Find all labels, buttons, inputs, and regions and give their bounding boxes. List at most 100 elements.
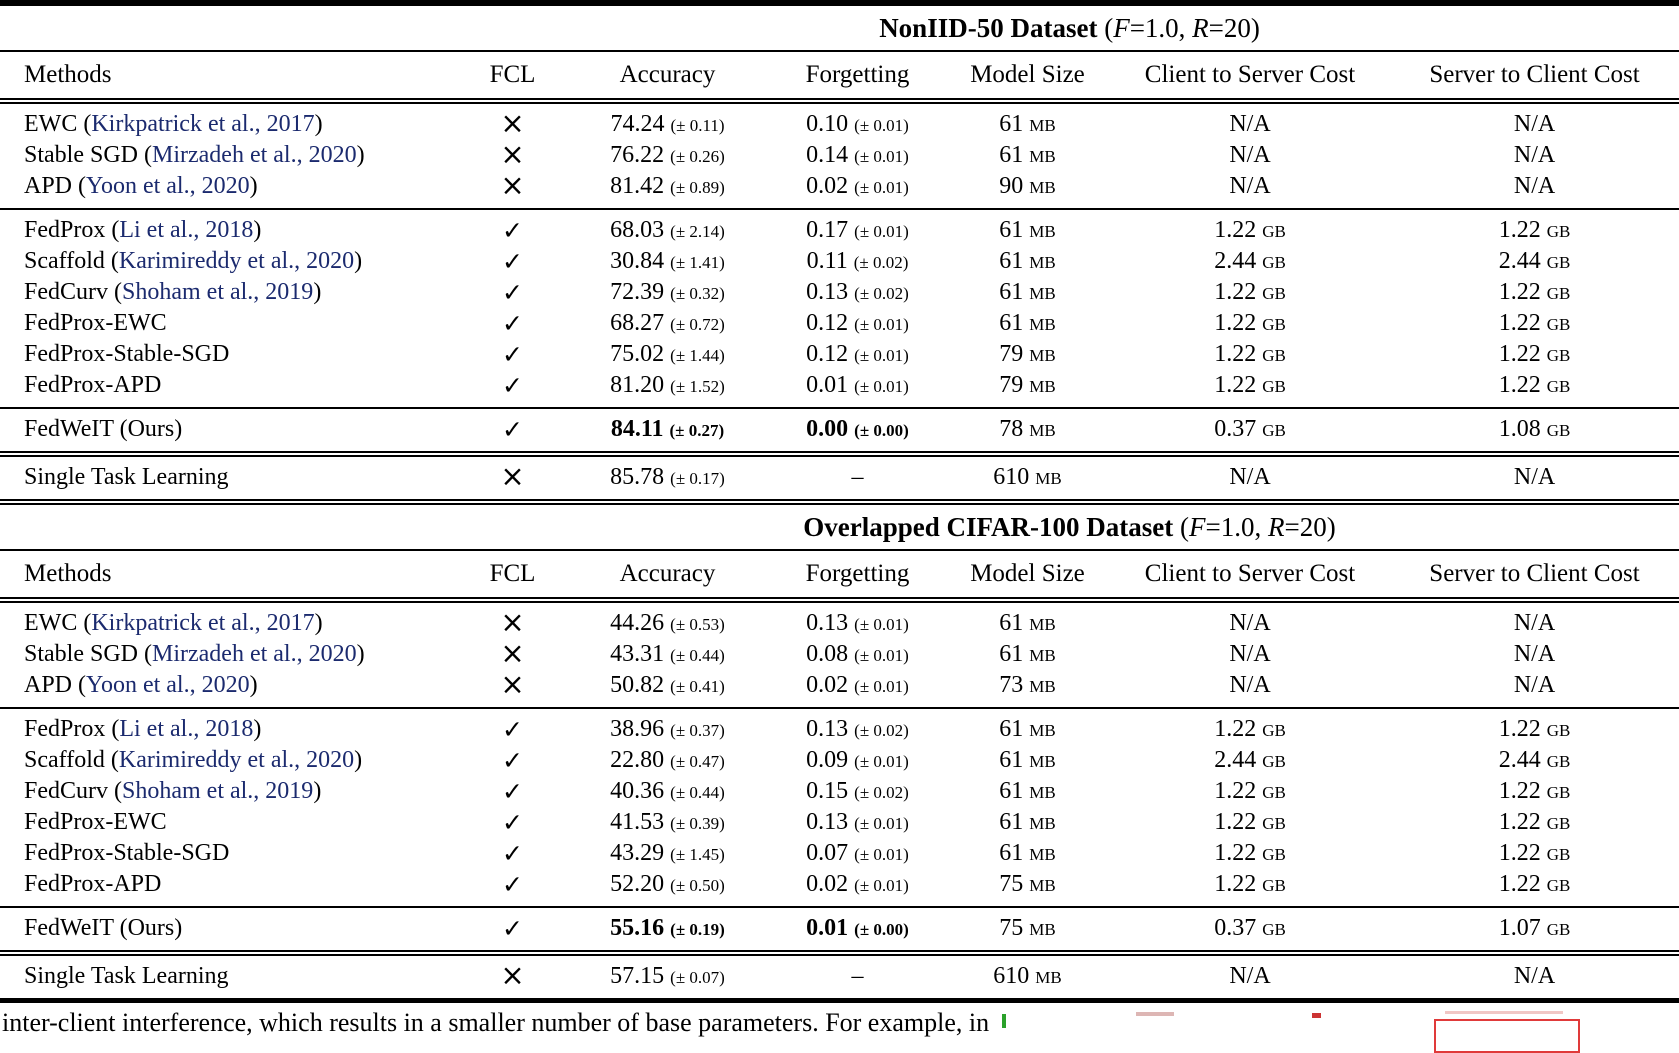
cell-server-to-client-cost: 1.07 GB [1390,907,1679,956]
citation-link[interactable]: Yoon et al., 2020 [86,173,250,199]
cell-server-to-client-cost: N/A [1390,670,1679,709]
cell-server-to-client-cost: 1.22 GB [1390,708,1679,745]
unit-label: GB [1262,876,1286,895]
cell-model-size: 61 MB [945,639,1110,670]
cell-server-to-client-cost: N/A [1390,454,1679,505]
metric-value: 81.42 [610,173,665,199]
unit-label: GB [1546,920,1571,939]
cell-fcl: × [460,101,565,140]
value: 0.37 [1214,915,1257,941]
value: N/A [1513,464,1556,490]
cross-icon: × [500,958,525,992]
citation-link[interactable]: Kirkpatrick et al., 2017 [91,111,315,137]
check-icon: ✓ [502,869,523,899]
unit-label: MB [1029,284,1056,303]
citation-link[interactable]: Shoham et al., 2019 [122,279,314,305]
cell-client-to-server-cost: 1.22 GB [1110,308,1390,339]
citation-link[interactable]: Li et al., 2018 [119,217,254,243]
cell-forgetting: 0.10 (± 0.01) [770,101,945,140]
cell-forgetting: – [770,953,945,1003]
title-spacer [0,3,460,52]
cross-icon: × [500,667,525,701]
metric-value: 0.02 [806,672,849,698]
cell-fcl: × [460,600,565,639]
value: N/A [1229,641,1271,667]
metric-value: 0.02 [806,173,849,199]
cell-client-to-server-cost: N/A [1110,140,1390,171]
cell-accuracy: 40.36 (± 0.44) [565,776,770,807]
metric-std: (± 0.02) [854,721,909,740]
col-header-forgetting: Forgetting [770,51,945,104]
metric-value: 55.16 [610,915,665,941]
citation-link[interactable]: Karimireddy et al., 2020 [118,747,355,773]
check-icon: ✓ [502,838,523,868]
metric-std: (± 0.01) [854,315,909,334]
table-row: Scaffold (Karimireddy et al., 2020) ✓ 30.8… [0,246,1679,277]
value: 2.44 [1214,248,1257,274]
metric-std: (± 0.11) [670,116,725,135]
citation-link[interactable]: Li et al., 2018 [119,716,254,742]
citation-link[interactable]: Shoham et al., 2019 [122,778,314,804]
metric-value: 85.78 [610,464,665,490]
metric-value: – [851,464,864,490]
reference-link-box[interactable] [1434,1019,1580,1053]
unit-label: GB [1262,377,1286,396]
method-name: APD [24,173,73,199]
citation-link-box-green[interactable] [1002,1014,1006,1028]
unit-label: GB [1546,783,1571,802]
value: 610 [993,963,1030,989]
cell-server-to-client-cost: 1.22 GB [1390,277,1679,308]
cell-accuracy: 22.80 (± 0.47) [565,745,770,776]
cell-method: APD (Yoon et al., 2020) [0,171,460,210]
cell-model-size: 61 MB [945,209,1110,246]
citation-link[interactable]: Mirzadeh et al., 2020 [152,142,357,168]
value: 1.22 [1498,871,1541,897]
metric-std: (± 0.37) [670,721,725,740]
method-name: FedProx-Stable-SGD [24,840,230,866]
metric-value: 40.36 [610,778,665,804]
unit-label: MB [1029,721,1056,740]
metric-value: 0.17 [806,217,849,243]
cell-accuracy: 81.20 (± 1.52) [565,370,770,409]
method-name: APD [24,672,73,698]
cell-model-size: 61 MB [945,246,1110,277]
cell-fcl: × [460,667,565,709]
cell-method: FedCurv (Shoham et al., 2019) [24,778,322,804]
citation-link[interactable]: Kirkpatrick et al., 2017 [91,610,315,636]
body-text-clipped: inter-client interference, which results… [2,1008,990,1037]
cell-accuracy: 85.78 (± 0.17) [565,454,770,505]
method-name: Scaffold [24,747,105,773]
metric-std: (± 0.00) [854,421,909,440]
citation-link[interactable]: Mirzadeh et al., 2020 [152,641,357,667]
cell-server-to-client-cost: N/A [1390,140,1679,171]
cell-model-size: 61 MB [945,708,1110,745]
metric-std: (± 1.52) [670,377,725,396]
unit-label: GB [1546,315,1571,334]
unit-label: MB [1029,677,1056,696]
cell-method: FedWeIT (Ours) [0,907,460,956]
cell-method: Stable SGD (Mirzadeh et al., 2020) [24,641,365,667]
cell-model-size: 75 MB [945,907,1110,956]
metric-value: 84.11 [610,416,664,442]
cell-forgetting: 0.01 (± 0.01) [770,370,945,409]
unit-label: GB [1262,222,1286,241]
unit-label: MB [1029,845,1056,864]
value: 75 [999,871,1024,897]
citation-link[interactable]: Karimireddy et al., 2020 [118,248,355,274]
metric-value: 0.13 [806,809,849,835]
table-title: Overlapped CIFAR-100 Dataset (F=1.0, R=2… [460,505,1679,551]
metric-value: 0.10 [806,111,849,137]
cell-server-to-client-cost: N/A [1390,953,1679,1003]
cell-forgetting: 0.02 (± 0.01) [770,670,945,709]
value: N/A [1229,142,1271,168]
value: N/A [1229,111,1271,137]
metric-value: 0.12 [806,341,849,367]
value: 610 [993,464,1030,490]
check-icon: ✓ [502,339,523,369]
value: 1.22 [1498,372,1541,398]
cell-model-size: 61 MB [945,101,1110,140]
citation-link[interactable]: Yoon et al., 2020 [86,672,250,698]
table-row: Scaffold (Karimireddy et al., 2020) ✓ 22.8… [0,745,1679,776]
value: 1.22 [1498,778,1541,804]
cell-method: APD (Yoon et al., 2020) [0,670,460,709]
